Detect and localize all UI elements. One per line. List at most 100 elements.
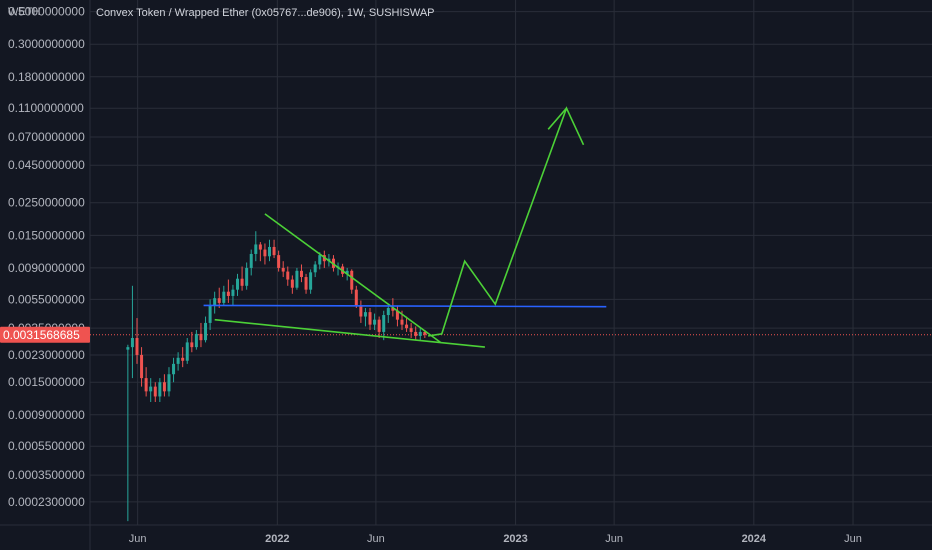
x-tick-label: Jun	[605, 533, 623, 545]
candle-body	[126, 347, 130, 350]
candle-body	[299, 270, 303, 278]
candle	[359, 300, 363, 323]
drawings	[203, 106, 607, 348]
candles	[126, 231, 427, 522]
candle-body	[199, 333, 203, 341]
candle-body	[130, 338, 134, 348]
candle	[130, 285, 134, 379]
candle	[204, 316, 208, 343]
y-axis-unit: WETH	[8, 6, 40, 18]
candle-body	[204, 322, 208, 341]
candle-body	[363, 312, 367, 317]
candle-body	[258, 244, 262, 250]
candle-body	[414, 331, 418, 336]
candle-body	[382, 315, 386, 332]
candle	[249, 249, 253, 276]
candle	[231, 284, 235, 306]
x-tick-label: Jun	[844, 533, 862, 545]
candle	[194, 330, 198, 350]
candle-body	[359, 305, 363, 317]
candle	[185, 338, 189, 364]
candle-body	[405, 324, 409, 329]
candle-body	[194, 333, 198, 348]
upper-trendline[interactable]	[264, 213, 441, 344]
y-tick-label: 0.0003500000	[8, 468, 85, 482]
candle	[199, 322, 203, 348]
candle-body	[409, 328, 413, 332]
candle-body	[144, 378, 148, 392]
y-tick-label: 0.0055000000	[8, 292, 85, 306]
candle-body	[267, 246, 271, 257]
candle	[405, 316, 409, 332]
candle	[286, 266, 290, 286]
y-tick-label: 0.0700000000	[8, 130, 85, 144]
candle	[217, 287, 221, 309]
candle	[153, 382, 157, 403]
y-tick-label: 0.0009000000	[8, 408, 85, 422]
candle-body	[368, 312, 372, 325]
candle-body	[149, 386, 153, 392]
candle-body	[400, 319, 404, 325]
grid	[90, 0, 932, 525]
candle-body	[295, 270, 299, 288]
candle-body	[423, 331, 427, 335]
candle	[140, 347, 144, 387]
candle	[258, 242, 262, 262]
candle-body	[373, 319, 377, 325]
candle-body	[304, 277, 308, 290]
x-tick-label: 2022	[265, 533, 289, 545]
candle-body	[309, 272, 313, 290]
candle-body	[249, 253, 253, 268]
y-tick-label: 0.0002300000	[8, 495, 85, 509]
candle	[281, 261, 285, 278]
candle-body	[386, 308, 390, 316]
candle	[213, 291, 217, 314]
candle	[354, 285, 358, 309]
candle	[309, 269, 313, 294]
lower-trendline[interactable]	[214, 318, 485, 348]
candle	[368, 308, 372, 331]
candle-body	[377, 319, 381, 332]
candle	[290, 275, 294, 294]
candle	[395, 305, 399, 327]
candle-body	[140, 354, 144, 379]
candle-body	[272, 246, 276, 256]
candle-body	[158, 382, 162, 397]
last-price-tag: 0.0031568685	[0, 326, 90, 343]
y-tick-label: 0.0023000000	[8, 348, 85, 362]
candle	[236, 273, 240, 296]
candle	[277, 250, 281, 272]
candle-body	[213, 298, 217, 306]
candle-body	[345, 270, 349, 274]
candle-body	[418, 331, 422, 336]
candle-body	[153, 386, 157, 397]
y-tick-label: 0.0450000000	[8, 158, 85, 172]
candle-body	[263, 249, 267, 257]
candle-body	[350, 270, 354, 290]
candle	[409, 322, 413, 339]
last-price-label: 0.0031568685	[3, 328, 80, 342]
x-tick-label: 2023	[503, 533, 527, 545]
candle	[181, 347, 185, 368]
candle-body	[286, 271, 290, 280]
y-tick-label: 0.1800000000	[8, 70, 85, 84]
candle	[363, 308, 367, 327]
candle	[313, 261, 317, 278]
y-tick-label: 0.3000000000	[8, 37, 85, 51]
candle	[418, 328, 422, 341]
candle-body	[354, 289, 358, 306]
candle-body	[313, 264, 317, 273]
projection-path[interactable]	[427, 106, 585, 337]
candle-body	[254, 244, 258, 254]
projection-tail[interactable]	[547, 107, 568, 130]
candle	[304, 273, 308, 294]
y-tick-label: 0.0005500000	[8, 439, 85, 453]
candle-body	[162, 382, 166, 392]
horizontal-level[interactable]	[203, 304, 607, 308]
candle	[135, 318, 139, 364]
candle-body	[190, 342, 194, 348]
candle-body	[217, 298, 221, 303]
candle	[373, 313, 377, 331]
candle-body	[318, 255, 322, 265]
